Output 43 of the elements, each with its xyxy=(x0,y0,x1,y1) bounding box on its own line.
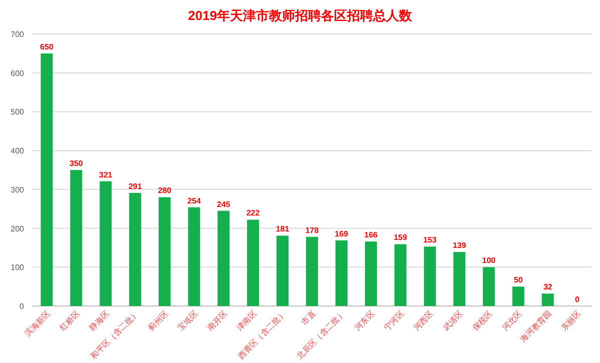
x-tick-label: 静海区 xyxy=(88,309,112,332)
data-label: 50 xyxy=(514,276,524,285)
data-label: 291 xyxy=(128,182,142,191)
data-label: 139 xyxy=(452,240,467,250)
x-tick-label: 宝坻区 xyxy=(176,309,200,332)
y-tick-label: 600 xyxy=(10,68,25,78)
x-tick-label: 河西区 xyxy=(412,309,436,332)
x-tick-label: 宁河区 xyxy=(382,309,406,332)
data-label: 100 xyxy=(482,256,496,266)
data-label: 153 xyxy=(423,236,438,245)
data-label: 245 xyxy=(216,200,231,209)
data-label: 350 xyxy=(70,159,84,168)
x-tick-label: 东丽区 xyxy=(559,309,583,332)
x-tick-label: 河东区 xyxy=(353,309,376,332)
data-label: 32 xyxy=(543,282,553,292)
x-tick-label: 保税区 xyxy=(470,309,494,332)
y-tick-label: 100 xyxy=(10,263,25,272)
data-label: 178 xyxy=(305,226,320,235)
x-tick-label: 河北区 xyxy=(500,309,524,332)
data-label: 181 xyxy=(276,224,290,234)
data-label: 166 xyxy=(364,230,378,240)
data-label: 650 xyxy=(40,42,54,52)
data-label: 222 xyxy=(246,208,260,218)
data-label: 321 xyxy=(99,170,113,180)
data-label: 0 xyxy=(575,295,580,304)
x-tick-label: 南开区 xyxy=(206,309,229,332)
x-tick-label: 红桥区 xyxy=(58,309,82,332)
data-label: 254 xyxy=(187,196,202,206)
y-tick-label: 0 xyxy=(20,302,25,311)
y-tick-label: 700 xyxy=(10,30,25,39)
y-tick-label: 300 xyxy=(10,185,25,194)
data-label: 169 xyxy=(334,229,349,238)
x-tick-label: 津南区 xyxy=(235,309,258,332)
x-tick-label: 滨海新区 xyxy=(23,309,52,338)
x-tick-label: 武清区 xyxy=(441,309,465,332)
x-tick-label: 市直 xyxy=(300,309,318,327)
y-tick-label: 400 xyxy=(10,146,25,156)
title: 2019年天津市教师招聘各区招聘总人数 xyxy=(188,8,412,23)
data-label: 280 xyxy=(158,186,172,196)
data-label: 159 xyxy=(394,233,408,242)
x-tick-label: 蓟州区 xyxy=(146,309,170,332)
y-tick-label: 500 xyxy=(10,108,25,117)
y-tick-label: 200 xyxy=(10,224,25,234)
